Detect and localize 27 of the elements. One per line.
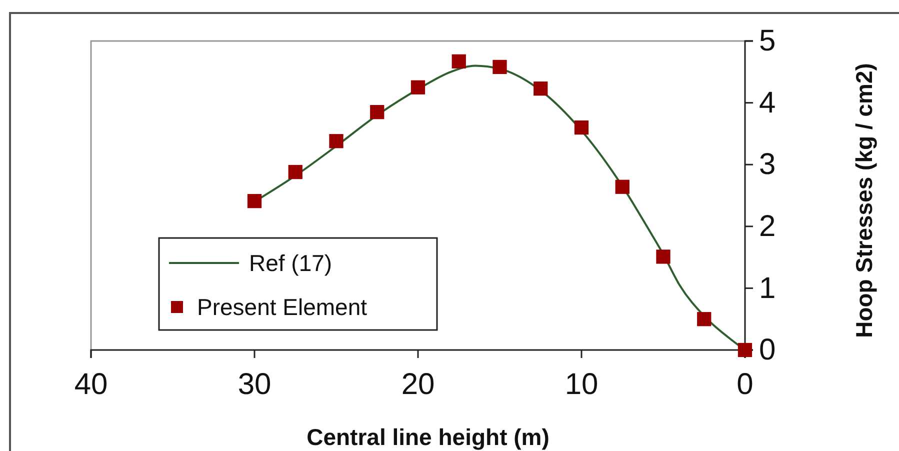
point — [534, 82, 548, 96]
x-tick-label: 10 — [564, 368, 598, 401]
x-tick-label: 30 — [238, 368, 272, 401]
point — [247, 194, 262, 208]
x-tick-label: 40 — [74, 368, 108, 401]
point — [452, 54, 466, 68]
y-tick-label: 5 — [759, 24, 776, 58]
y-tick-label: 4 — [759, 86, 776, 120]
y-tick-label: 2 — [759, 210, 776, 243]
y-axis-title: Hoop Stresses (kg / cm2) — [851, 63, 877, 338]
legend-label: Ref (17) — [249, 250, 332, 276]
point — [288, 164, 302, 180]
point — [329, 134, 344, 148]
point — [697, 312, 712, 326]
y-tick-label: 0 — [759, 334, 776, 367]
point — [615, 180, 630, 194]
point — [656, 250, 670, 264]
x-tick-label: 0 — [736, 368, 754, 401]
x-axis-title: Central line height (m) — [306, 424, 550, 450]
point — [370, 105, 384, 120]
point — [574, 120, 589, 135]
y-tick-label: 3 — [759, 148, 776, 182]
y-tick-label: 1 — [759, 272, 776, 305]
point — [410, 80, 426, 94]
x-tick-label: 20 — [401, 368, 435, 401]
point — [492, 60, 507, 74]
legend-label: Present Element — [197, 294, 368, 320]
